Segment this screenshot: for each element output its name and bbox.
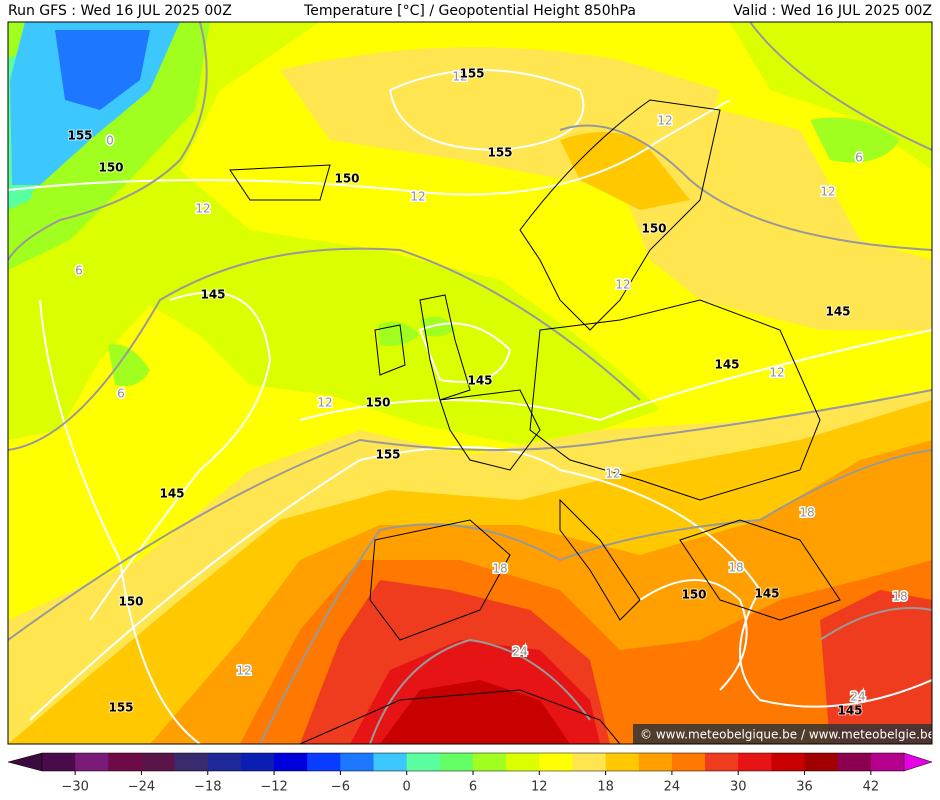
map-frame bbox=[7, 21, 933, 745]
temperature-label: 6 bbox=[75, 264, 83, 278]
colorbar-end bbox=[903, 752, 933, 772]
temperature-label: 12 bbox=[657, 114, 672, 128]
colorbar-label: 30 bbox=[730, 780, 747, 795]
colorbar-label: 42 bbox=[863, 780, 880, 795]
temperature-label: 12 bbox=[236, 664, 251, 678]
height-label: 155 bbox=[67, 129, 92, 143]
colorbar-label: −24 bbox=[128, 780, 155, 795]
height-label: 150 bbox=[98, 161, 123, 175]
temperature-label: 12 bbox=[605, 467, 620, 481]
height-label: 145 bbox=[200, 288, 225, 302]
colorbar-segment bbox=[307, 753, 341, 771]
colorbar-label: 18 bbox=[597, 780, 614, 795]
height-label: 145 bbox=[714, 358, 739, 372]
height-label: 155 bbox=[487, 146, 512, 160]
colorbar-segment bbox=[439, 753, 474, 771]
colorbar-segment bbox=[870, 753, 905, 771]
height-label: 155 bbox=[108, 701, 133, 715]
colorbar-end bbox=[7, 752, 43, 772]
colorbar-segment bbox=[42, 753, 76, 771]
height-label: 145 bbox=[754, 587, 779, 601]
colorbar-segment bbox=[207, 753, 242, 771]
temperature-label: 12 bbox=[317, 396, 332, 410]
temperature-label: 12 bbox=[769, 366, 784, 380]
colorbar-segment bbox=[75, 753, 109, 771]
colorbar-label: 0 bbox=[403, 780, 411, 795]
temperature-label: 0 bbox=[106, 134, 114, 148]
colorbar-label: −12 bbox=[260, 780, 287, 795]
temperature-label: 12 bbox=[410, 190, 425, 204]
height-label: 155 bbox=[375, 448, 400, 462]
temperature-label: 12 bbox=[452, 70, 467, 84]
height-label: 150 bbox=[681, 588, 706, 602]
temperature-label: 12 bbox=[820, 185, 835, 199]
colorbar-segment bbox=[804, 753, 839, 771]
temperature-label: 24 bbox=[512, 645, 527, 659]
colorbar-segment bbox=[473, 753, 507, 771]
colorbar-label: −6 bbox=[331, 780, 350, 795]
height-label: 150 bbox=[118, 595, 143, 609]
colorbar-label: −30 bbox=[61, 780, 88, 795]
temperature-label: 6 bbox=[855, 151, 863, 165]
temperature-label: 12 bbox=[195, 202, 210, 216]
height-label: 145 bbox=[825, 305, 850, 319]
colorbar-segment bbox=[274, 753, 308, 771]
colorbar-segment bbox=[506, 753, 540, 771]
colorbar-segment bbox=[738, 753, 772, 771]
height-label: 145 bbox=[837, 704, 862, 718]
height-label: 145 bbox=[467, 374, 492, 388]
colorbar-segment bbox=[539, 753, 573, 771]
colorbar-segment bbox=[174, 753, 209, 771]
credit: © www.meteobelgique.be / www.meteobelgie… bbox=[640, 728, 935, 742]
temperature-label: 18 bbox=[492, 562, 507, 576]
colorbar: −30 −24 −18 −12 −6 0 6 12 18 24 30 36 42 bbox=[7, 752, 933, 795]
colorbar-segment bbox=[605, 753, 640, 771]
colorbar-label: 12 bbox=[531, 780, 548, 795]
colorbar-segment bbox=[572, 753, 607, 771]
colorbar-segment bbox=[638, 753, 673, 771]
colorbar-label: 6 bbox=[469, 780, 477, 795]
colorbar-label: 36 bbox=[796, 780, 813, 795]
temperature-label: 18 bbox=[799, 506, 814, 520]
colorbar-segment bbox=[141, 753, 176, 771]
temperature-label: 6 bbox=[117, 387, 125, 401]
colorbar-segment bbox=[240, 753, 275, 771]
temperature-label: 24 bbox=[850, 690, 865, 704]
colorbar-segment bbox=[373, 753, 408, 771]
temperature-label: 18 bbox=[728, 561, 743, 575]
colorbar-segment bbox=[671, 753, 706, 771]
colorbar-segment bbox=[108, 753, 142, 771]
colorbar-segment bbox=[340, 753, 375, 771]
map: © www.meteobelgique.be / www.meteobelgie… bbox=[8, 22, 935, 744]
temperature-label: 18 bbox=[892, 590, 907, 604]
colorbar-segment bbox=[406, 753, 441, 771]
run-label: Run GFS : Wed 16 JUL 2025 00Z bbox=[8, 3, 232, 19]
height-label: 150 bbox=[365, 396, 390, 410]
height-label: 155 bbox=[459, 67, 484, 81]
colorbar-segment bbox=[771, 753, 806, 771]
colorbar-segment bbox=[705, 753, 739, 771]
valid-label: Valid : Wed 16 JUL 2025 00Z bbox=[733, 3, 932, 19]
height-label: 150 bbox=[641, 222, 666, 236]
height-label: 150 bbox=[334, 172, 359, 186]
colorbar-segment bbox=[837, 753, 872, 771]
map-title: Temperature [°C] / Geopotential Height 8… bbox=[303, 3, 636, 19]
colorbar-label: 24 bbox=[664, 780, 681, 795]
temperature-label: 12 bbox=[615, 278, 630, 292]
height-label: 145 bbox=[159, 487, 184, 501]
colorbar-label: −18 bbox=[194, 780, 221, 795]
